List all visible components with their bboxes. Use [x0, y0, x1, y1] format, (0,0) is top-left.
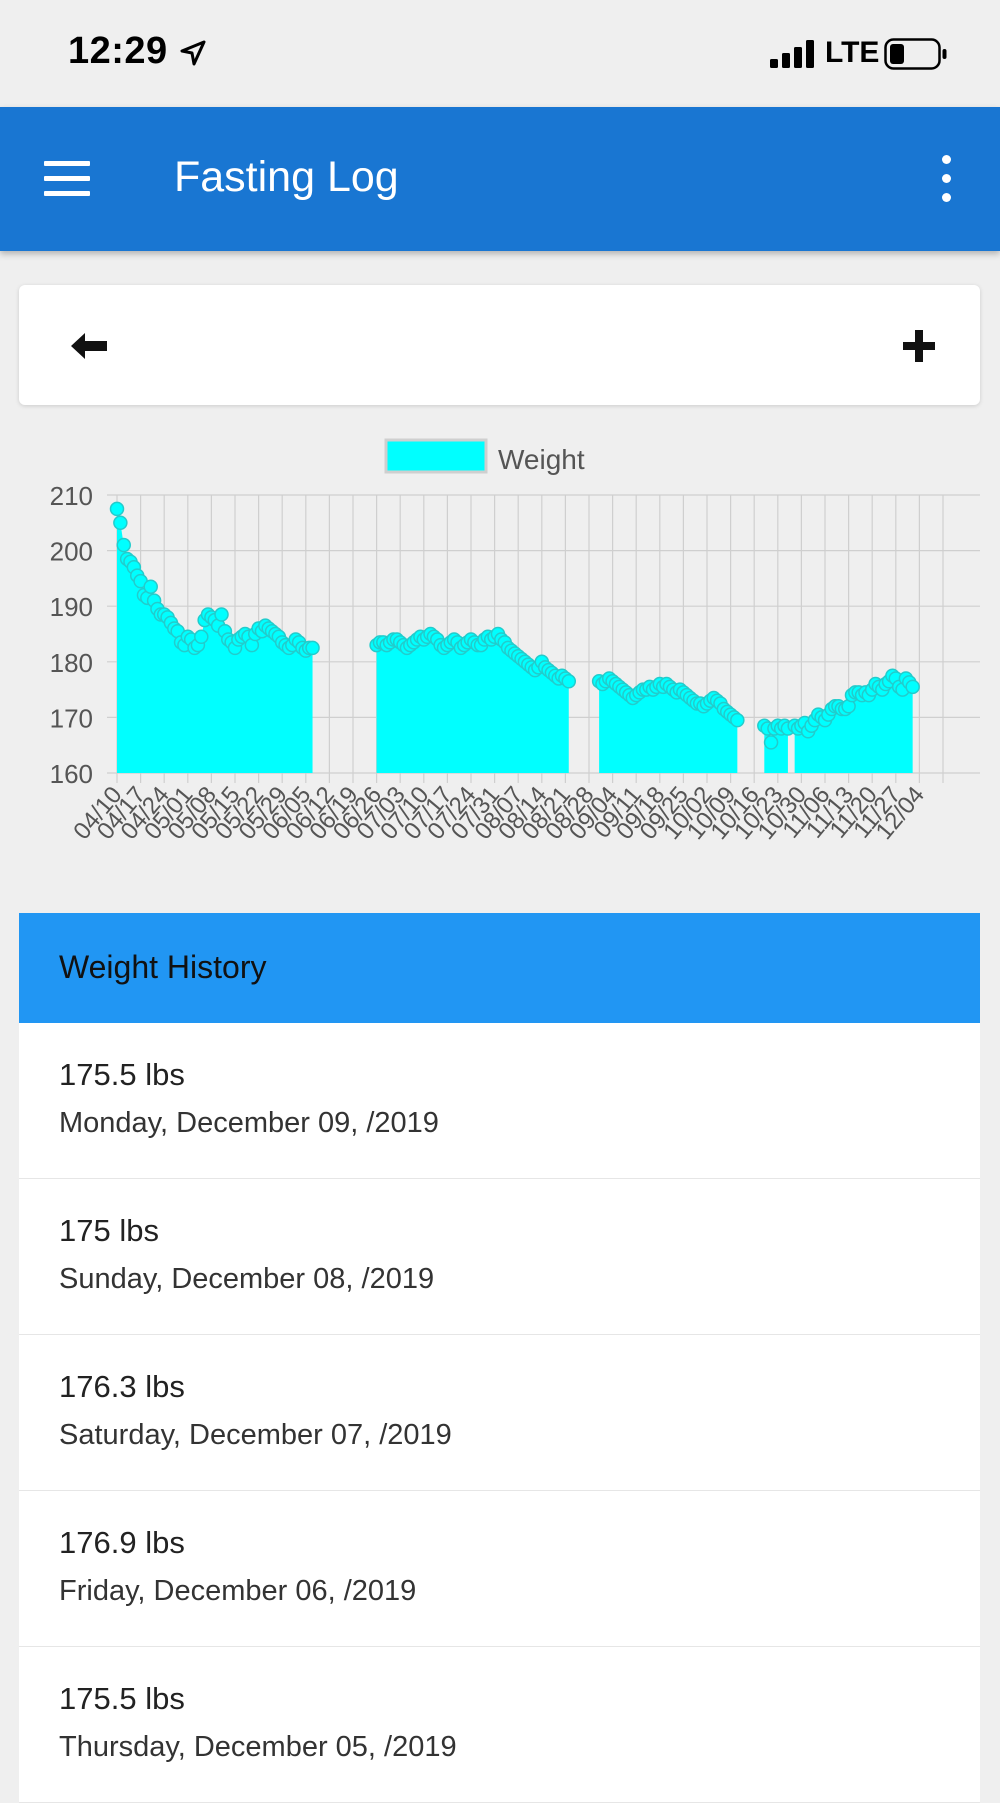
- history-item-weight: 175.5 lbs: [59, 1681, 185, 1716]
- y-tick-label: 190: [50, 592, 93, 622]
- network-type: LTE: [825, 36, 880, 69]
- weight-data-point: [763, 735, 779, 750]
- history-item-weight: 176.9 lbs: [59, 1525, 185, 1560]
- history-item-date: Saturday, December 07, /2019: [59, 1419, 452, 1451]
- weight-data-point: [143, 579, 158, 594]
- weight-data-point: [305, 640, 320, 656]
- weight-area-segment: [764, 725, 788, 773]
- weight-data-point: [214, 607, 229, 622]
- weight-data-point: [109, 501, 125, 517]
- weight-area-segment: [376, 634, 569, 773]
- location-arrow-icon: [180, 40, 206, 66]
- weight-data-point: [905, 679, 920, 695]
- legend-swatch: [384, 438, 488, 474]
- history-item-date: Thursday, December 05, /2019: [59, 1731, 457, 1763]
- history-item[interactable]: 176.3 lbs Saturday, December 07, /2019: [19, 1335, 980, 1491]
- legend-label: Weight: [498, 444, 585, 475]
- history-item-date: Monday, December 09, /2019: [59, 1107, 439, 1139]
- weight-area-segment: [794, 675, 913, 773]
- history-item-date: Sunday, December 08, /2019: [59, 1263, 435, 1295]
- signal-bars-icon: [770, 40, 814, 68]
- arrow-left-icon: [71, 333, 107, 359]
- weight-data-point: [561, 674, 577, 689]
- add-button[interactable]: [889, 319, 949, 373]
- back-button[interactable]: [63, 319, 123, 373]
- y-tick-label: 180: [50, 648, 93, 678]
- history-item-date: Friday, December 06, /2019: [59, 1575, 417, 1607]
- weight-history-title: Weight History: [59, 949, 267, 985]
- y-tick-label: 210: [50, 481, 93, 511]
- y-tick-label: 170: [50, 703, 93, 733]
- weight-history-list: 175.5 lbs Monday, December 09, /2019 175…: [19, 1023, 980, 1803]
- weight-data-point: [113, 515, 128, 531]
- history-item-weight: 175.5 lbs: [59, 1057, 185, 1092]
- hamburger-menu-icon[interactable]: [44, 157, 90, 201]
- app-bar: Fasting Log: [0, 107, 1000, 251]
- plus-icon: [903, 330, 935, 362]
- history-item-weight: 176.3 lbs: [59, 1369, 185, 1404]
- status-bar: 12:29 LTE: [0, 0, 1000, 107]
- weight-data-point: [194, 629, 209, 645]
- history-item-weight: 175 lbs: [59, 1213, 159, 1248]
- battery-icon: [884, 38, 947, 70]
- history-item[interactable]: 175 lbs Sunday, December 08, /2019: [19, 1179, 980, 1335]
- history-item[interactable]: 175.5 lbs Thursday, December 05, /2019: [19, 1647, 980, 1803]
- history-item[interactable]: 176.9 lbs Friday, December 06, /2019: [19, 1491, 980, 1647]
- y-tick-label: 200: [50, 537, 93, 567]
- weight-data-point: [116, 537, 131, 553]
- weight-history-header: Weight History: [19, 913, 980, 1023]
- more-vert-icon[interactable]: [928, 153, 964, 205]
- y-tick-label: 160: [50, 759, 93, 789]
- app-title: Fasting Log: [174, 153, 399, 201]
- weight-area-segment: [117, 508, 313, 773]
- toolbar-card: [19, 285, 980, 405]
- status-time: 12:29: [68, 30, 168, 72]
- weight-data-point: [730, 712, 745, 728]
- history-item[interactable]: 175.5 lbs Monday, December 09, /2019: [19, 1023, 980, 1179]
